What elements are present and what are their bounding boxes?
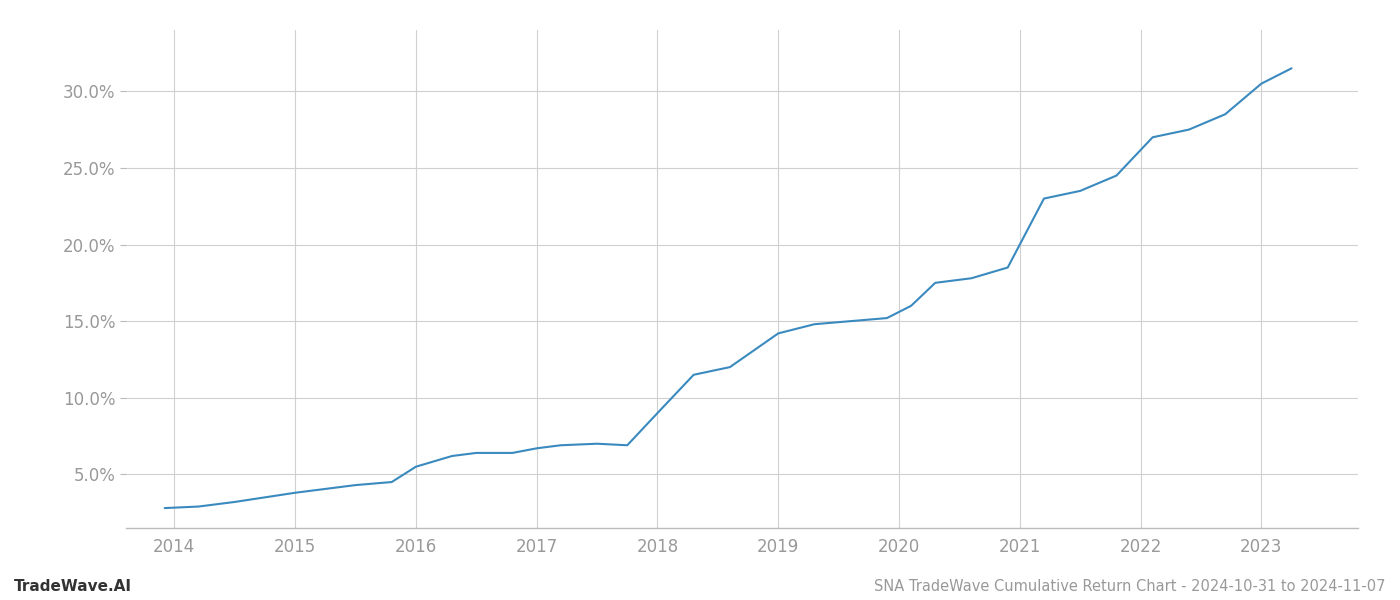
Text: SNA TradeWave Cumulative Return Chart - 2024-10-31 to 2024-11-07: SNA TradeWave Cumulative Return Chart - …: [875, 579, 1386, 594]
Text: TradeWave.AI: TradeWave.AI: [14, 579, 132, 594]
